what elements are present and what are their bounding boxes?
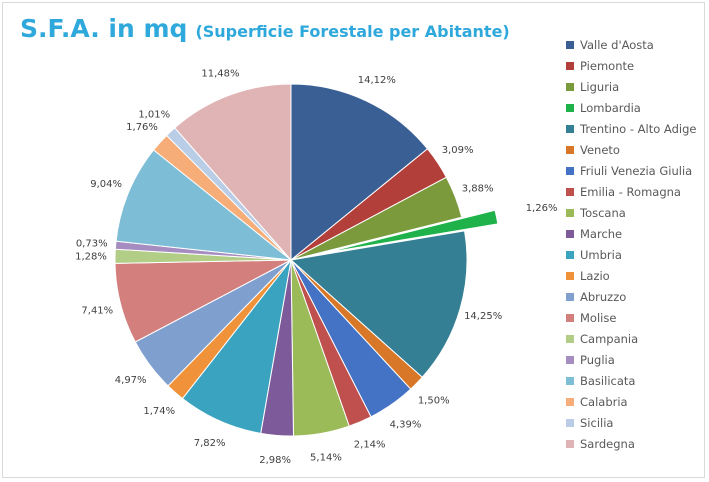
legend-item-emilia-romagna: Emilia - Romagna (566, 181, 696, 202)
pie-slice-trentino-alto-adige (289, 230, 468, 378)
legend-item-toscana: Toscana (566, 202, 696, 223)
legend-swatch (566, 313, 574, 322)
legend-item-molise: Molise (566, 307, 696, 328)
data-label-trentino-alto-adige: 14,25% (464, 311, 502, 322)
legend-label: Puglia (580, 352, 615, 367)
data-label-abruzzo: 4,97% (115, 375, 147, 386)
data-label-marche: 2,98% (259, 455, 291, 466)
legend-item-lombardia: Lombardia (566, 97, 696, 118)
legend-item-friuli-venezia-giulia: Friuli Venezia Giulia (566, 160, 696, 181)
legend-item-trentino-alto-adige: Trentino - Alto Adige (566, 118, 696, 139)
legend-swatch (566, 208, 574, 217)
data-label-sicilia: 1,01% (138, 110, 170, 121)
legend-swatch (566, 124, 574, 133)
legend-item-liguria: Liguria (566, 76, 696, 97)
legend-label: Marche (580, 226, 623, 241)
legend-label: Molise (580, 310, 617, 325)
data-label-lombardia: 1,26% (526, 203, 558, 214)
legend-item-campania: Campania (566, 328, 696, 349)
data-label-liguria: 3,88% (462, 184, 494, 195)
data-label-friuli-venezia-giulia: 4,39% (390, 419, 422, 430)
data-label-molise: 7,41% (81, 305, 113, 316)
legend-label: Lombardia (580, 100, 641, 115)
legend-swatch (566, 355, 574, 364)
legend-label: Valle d'Aosta (580, 37, 654, 52)
legend-label: Friuli Venezia Giulia (580, 163, 693, 178)
legend-item-sicilia: Sicilia (566, 412, 696, 433)
legend-swatch (566, 418, 574, 427)
chart-title-main: S.F.A. in mq (20, 14, 188, 43)
legend-swatch (566, 145, 574, 154)
legend-item-marche: Marche (566, 223, 696, 244)
pie-slice-basilicata (115, 149, 293, 261)
data-label-lazio: 1,74% (143, 406, 175, 417)
data-label-toscana: 5,14% (310, 452, 342, 463)
data-label-basilicata: 9,04% (90, 179, 122, 190)
data-label-calabria: 1,76% (126, 122, 158, 133)
chart-legend: Valle d'Aosta Piemonte Liguria Lombardia Tre… (566, 34, 696, 454)
legend-label: Sicilia (580, 415, 614, 430)
legend-swatch (566, 439, 574, 448)
legend-label: Basilicata (580, 373, 636, 388)
legend-swatch (566, 250, 574, 259)
legend-label: Campania (580, 331, 639, 346)
data-label-emilia-romagna: 2,14% (354, 439, 386, 450)
legend-item-basilicata: Basilicata (566, 370, 696, 391)
pie-slice-lombardia (324, 209, 499, 254)
legend-swatch (566, 229, 574, 238)
data-label-puglia: 0,73% (76, 239, 108, 250)
legend-item-piemonte: Piemonte (566, 55, 696, 76)
legend-item-umbria: Umbria (566, 244, 696, 265)
legend-label: Piemonte (580, 58, 635, 73)
data-label-campania: 1,28% (75, 251, 107, 262)
legend-swatch (566, 82, 574, 91)
legend-swatch (566, 61, 574, 70)
legend-swatch (566, 334, 574, 343)
data-label-sardegna: 11,48% (201, 68, 239, 79)
legend-swatch (566, 271, 574, 280)
legend-item-veneto: Veneto (566, 139, 696, 160)
legend-label: Trentino - Alto Adige (580, 121, 697, 136)
chart-title: S.F.A. in mq (Superficie Forestale per Ab… (20, 14, 510, 43)
legend-label: Toscana (580, 205, 626, 220)
data-label-veneto: 1,50% (418, 396, 450, 407)
legend-swatch (566, 40, 574, 49)
data-label-piemonte: 3,09% (442, 145, 474, 156)
pie-slice-liguria (290, 176, 463, 261)
legend-label: Lazio (580, 268, 610, 283)
legend-label: Sardegna (580, 436, 635, 451)
chart-subtitle: (Superficie Forestale per Abitante) (195, 22, 510, 41)
legend-item-sardegna: Sardegna (566, 433, 696, 454)
legend-label: Abruzzo (580, 289, 627, 304)
pie-labels: 14,12% 3,09% 3,88% 1,26% 14,25% 1,50% 4,39% 2,1… (75, 68, 557, 465)
legend-item-puglia: Puglia (566, 349, 696, 370)
legend-swatch (566, 166, 574, 175)
data-label-valle-d-aosta: 14,12% (358, 75, 396, 86)
legend-label: Umbria (580, 247, 622, 262)
legend-swatch (566, 187, 574, 196)
pie-slice-valle-d-aosta (290, 83, 429, 262)
legend-item-calabria: Calabria (566, 391, 696, 412)
legend-item-lazio: Lazio (566, 265, 696, 286)
legend-swatch (566, 292, 574, 301)
legend-label: Veneto (580, 142, 620, 157)
legend-label: Emilia - Romagna (580, 184, 681, 199)
legend-swatch (566, 103, 574, 112)
pie-slices (114, 83, 499, 437)
data-label-umbria: 7,82% (194, 438, 226, 449)
legend-label: Calabria (580, 394, 628, 409)
legend-item-valle-d-aosta: Valle d'Aosta (566, 34, 696, 55)
legend-label: Liguria (580, 79, 620, 94)
pie-slice-sardegna (174, 83, 292, 262)
legend-swatch (566, 397, 574, 406)
legend-swatch (566, 376, 574, 385)
legend-item-abruzzo: Abruzzo (566, 286, 696, 307)
